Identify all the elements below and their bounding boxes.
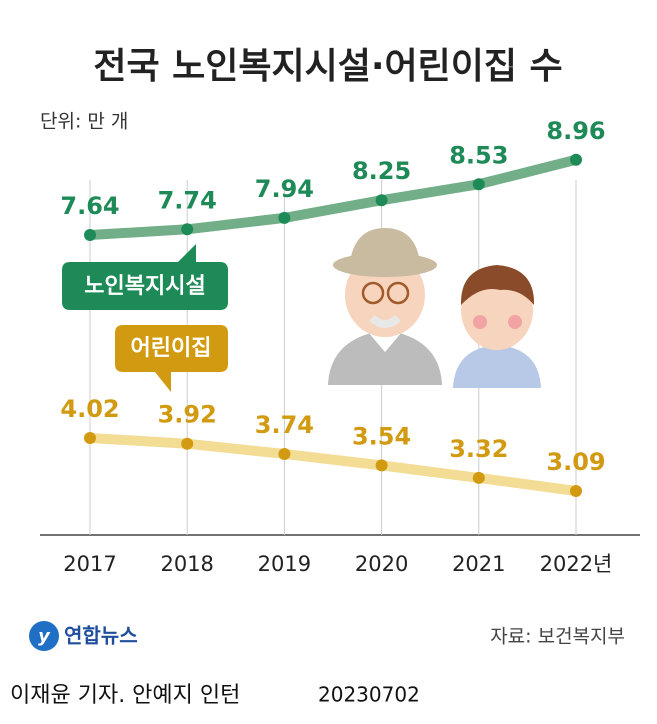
data-label: 3.92 bbox=[158, 401, 217, 429]
data-label: 8.25 bbox=[352, 157, 411, 185]
legend-label: 노인복지시설 bbox=[84, 274, 205, 299]
x-tick-label: 2019 bbox=[258, 552, 311, 576]
series-line bbox=[85, 433, 581, 497]
data-label: 7.74 bbox=[158, 186, 217, 214]
data-label: 3.54 bbox=[352, 422, 411, 450]
data-point bbox=[84, 432, 96, 444]
data-label: 7.94 bbox=[255, 175, 314, 203]
x-tick-label: 2018 bbox=[160, 552, 213, 576]
legend-box bbox=[62, 244, 228, 310]
date: 20230702 bbox=[318, 683, 420, 707]
data-label: 7.64 bbox=[60, 192, 119, 220]
series-line bbox=[85, 154, 581, 240]
data-point bbox=[181, 437, 194, 450]
logo-glyph: y bbox=[38, 626, 51, 647]
data-point bbox=[570, 485, 582, 498]
logo-text: 연합뉴스 bbox=[64, 624, 138, 648]
data-point bbox=[570, 153, 582, 166]
x-tick-label: 2022년 bbox=[540, 552, 613, 576]
byline: 이재윤 기자. 안예지 인턴 bbox=[10, 683, 240, 708]
data-point bbox=[84, 229, 96, 241]
data-label: 4.02 bbox=[60, 395, 119, 423]
data-label: 3.74 bbox=[255, 411, 314, 439]
x-tick-label: 2021 bbox=[452, 552, 505, 576]
data-point bbox=[278, 447, 291, 460]
source: 자료: 보건복지부 bbox=[490, 626, 625, 648]
background bbox=[0, 0, 657, 665]
x-tick-label: 2020 bbox=[355, 552, 408, 576]
x-tick-label: 2017 bbox=[63, 552, 116, 576]
data-point bbox=[278, 211, 291, 224]
illustration bbox=[328, 228, 541, 388]
data-point bbox=[181, 223, 194, 236]
data-label: 8.96 bbox=[546, 117, 605, 145]
data-point bbox=[472, 471, 485, 484]
legend: 노인복지시설 어린이집 bbox=[62, 244, 228, 392]
legend-label: 어린이집 bbox=[131, 336, 212, 361]
legend-box bbox=[115, 325, 228, 392]
logo-icon bbox=[29, 621, 59, 651]
data-label: 8.53 bbox=[449, 141, 508, 169]
data-label: 3.32 bbox=[449, 435, 508, 463]
unit-label: 단위: 만 개 bbox=[40, 111, 128, 133]
data-point bbox=[375, 194, 388, 207]
data-label: 3.09 bbox=[546, 448, 605, 476]
data-point bbox=[472, 178, 485, 191]
data-point bbox=[375, 459, 388, 472]
chart-title: 전국 노인복지시설·어린이집 수 bbox=[93, 46, 562, 87]
